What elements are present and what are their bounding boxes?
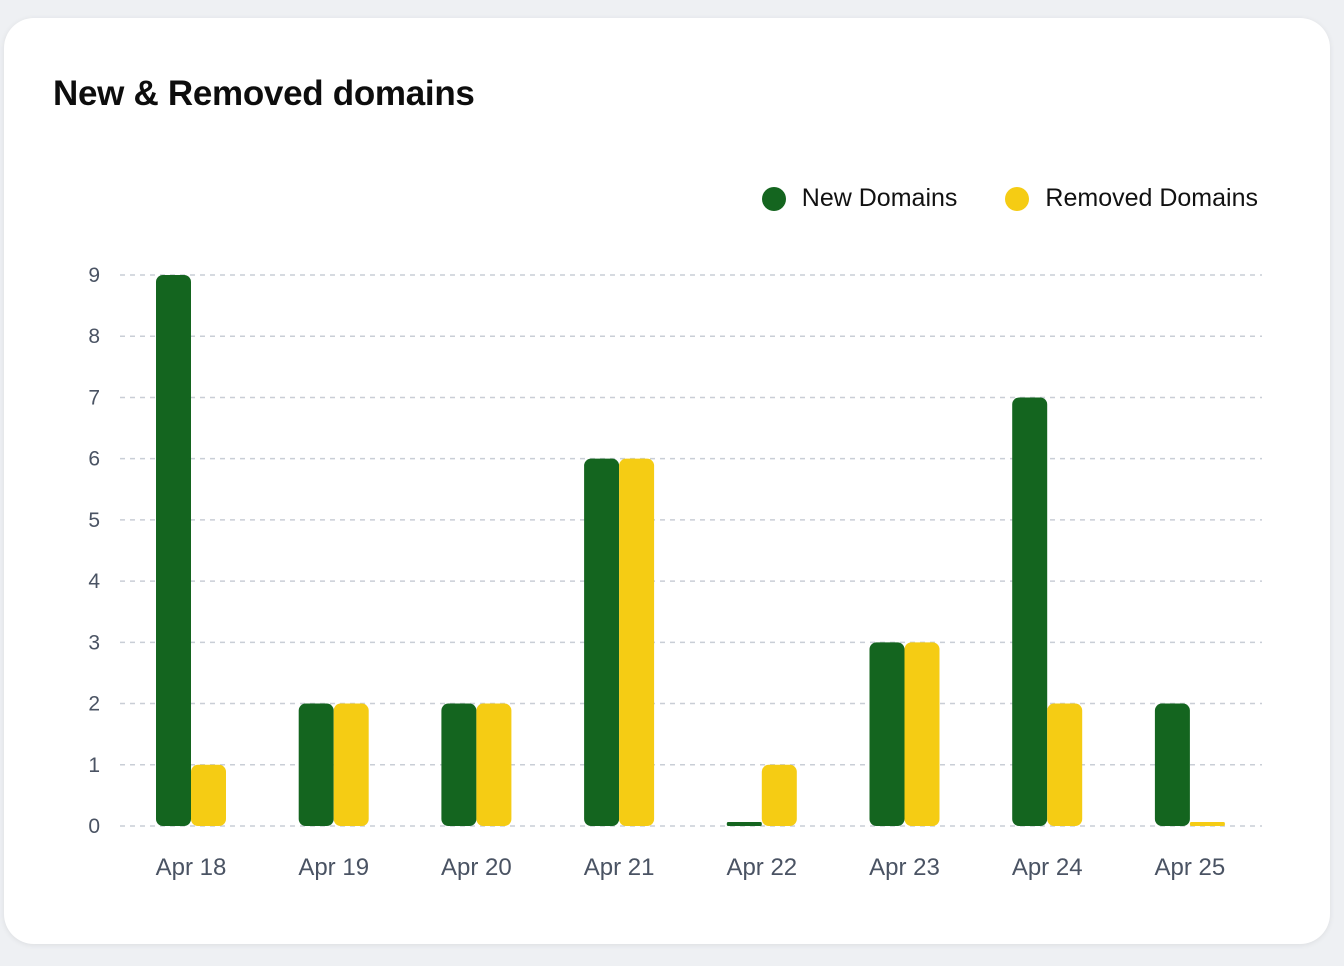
bar-new-domains-apr-22[interactable]	[726, 822, 762, 826]
bar-chart: 0 1 2 3 4 5 6 7 8 9 Apr 18 Apr 19 Apr 20 Apr 21 Apr 2…	[88, 264, 1262, 881]
x-tick-label: Apr 22	[726, 854, 797, 881]
bar-removed-domains-apr-20[interactable]	[476, 703, 512, 826]
bar-removed-domains-apr-19[interactable]	[333, 703, 369, 826]
y-tick-label: 8	[88, 325, 100, 348]
chart-legend: New Domains Removed Domains	[761, 184, 1258, 213]
legend-item-removed-domains[interactable]: Removed Domains	[1005, 184, 1258, 213]
bar-new-domains-apr-23[interactable]	[869, 642, 905, 826]
bars	[156, 275, 1225, 826]
y-axis-ticks: 0 1 2 3 4 5 6 7 8 9	[88, 264, 100, 838]
bar-removed-domains-apr-18[interactable]	[191, 764, 226, 826]
y-tick-label: 6	[88, 448, 100, 471]
grid-lines	[120, 274, 1262, 827]
x-tick-label: Apr 25	[1155, 854, 1226, 881]
x-tick-label: Apr 23	[869, 854, 940, 881]
legend-dot-new-domains	[761, 186, 786, 211]
bar-removed-domains-apr-24[interactable]	[1047, 703, 1083, 826]
x-tick-label: Apr 19	[298, 854, 369, 881]
y-tick-label: 5	[88, 509, 100, 532]
bar-new-domains-apr-19[interactable]	[298, 703, 334, 826]
bar-removed-domains-apr-25[interactable]	[1189, 822, 1225, 826]
y-tick-label: 4	[88, 570, 100, 593]
y-tick-label: 1	[88, 754, 100, 777]
bar-new-domains-apr-18[interactable]	[156, 275, 191, 826]
chart-card: New & Removed domains New Domains Remove…	[4, 18, 1330, 944]
y-tick-label: 9	[88, 264, 100, 287]
chart-title: New & Removed domains	[53, 74, 475, 113]
bar-removed-domains-apr-23[interactable]	[904, 642, 940, 826]
x-tick-label: Apr 24	[1012, 854, 1083, 881]
legend-dot-removed-domains	[1005, 186, 1030, 211]
x-tick-label: Apr 18	[156, 854, 227, 881]
y-tick-label: 2	[88, 693, 100, 716]
bar-removed-domains-apr-22[interactable]	[761, 764, 797, 826]
y-tick-label: 3	[88, 631, 100, 654]
legend-label-removed-domains: Removed Domains	[1045, 184, 1258, 212]
bar-new-domains-apr-25[interactable]	[1154, 703, 1190, 826]
bar-new-domains-apr-20[interactable]	[441, 703, 477, 826]
x-axis-ticks: Apr 18 Apr 19 Apr 20 Apr 21 Apr 22 Apr 23 Apr …	[156, 854, 1226, 881]
y-tick-label: 7	[88, 386, 100, 409]
bar-new-domains-apr-21[interactable]	[584, 458, 620, 826]
y-tick-label: 0	[88, 815, 100, 838]
legend-item-new-domains[interactable]: New Domains	[761, 184, 958, 213]
x-tick-label: Apr 20	[441, 854, 512, 881]
x-tick-label: Apr 21	[584, 854, 655, 881]
legend-label-new-domains: New Domains	[801, 184, 958, 212]
bar-removed-domains-apr-21[interactable]	[619, 458, 655, 826]
bar-new-domains-apr-24[interactable]	[1012, 397, 1048, 826]
